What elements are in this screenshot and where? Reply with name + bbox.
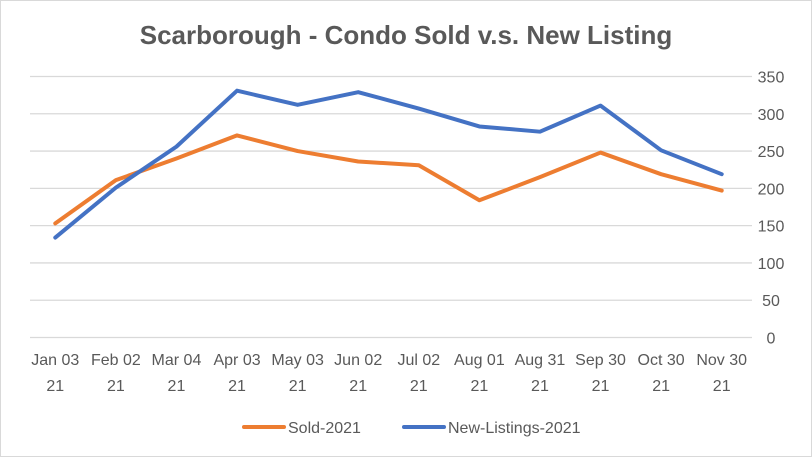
x-tick-label: 21 xyxy=(592,378,610,395)
y-tick-label: 150 xyxy=(758,219,785,236)
y-tick-label: 0 xyxy=(767,331,776,348)
x-tick-label: Feb 02 xyxy=(91,352,141,369)
series-lines xyxy=(55,91,722,238)
legend: Sold-2021 New-Listings-2021 xyxy=(244,420,581,437)
x-tick-label: Jul 02 xyxy=(397,352,440,369)
y-tick-label: 300 xyxy=(758,107,785,124)
y-tick-label: 250 xyxy=(758,144,785,161)
legend-label: New-Listings-2021 xyxy=(448,420,581,437)
y-tick-label: 350 xyxy=(758,70,785,87)
y-tick-label: 200 xyxy=(758,181,785,198)
x-tick-label: 21 xyxy=(289,378,307,395)
x-tick-label: Apr 03 xyxy=(213,352,260,369)
x-tick-label: May 03 xyxy=(271,352,324,369)
x-tick-label: 21 xyxy=(713,378,731,395)
x-tick-label: 21 xyxy=(46,378,64,395)
x-tick-label: Aug 31 xyxy=(515,352,566,369)
x-tick-label: Jan 03 xyxy=(31,352,79,369)
x-tick-label: Oct 30 xyxy=(638,352,685,369)
x-tick-label: Aug 01 xyxy=(454,352,505,369)
x-tick-label: 21 xyxy=(531,378,549,395)
x-tick-label: Jun 02 xyxy=(334,352,382,369)
x-tick-label: Mar 04 xyxy=(152,352,202,369)
y-axis-ticks: 0 50 100 150 200 250 300 350 xyxy=(758,70,785,348)
y-tick-label: 50 xyxy=(762,293,780,310)
gridlines xyxy=(30,77,752,338)
x-tick-label: 21 xyxy=(349,378,367,395)
x-axis-ticks: Jan 03 21 Feb 02 21 Mar 04 21 Apr 03 21 May 03 21… xyxy=(31,352,747,395)
x-tick-label: 21 xyxy=(107,378,125,395)
chart-title: Scarborough - Condo Sold v.s. New Listin… xyxy=(140,20,673,50)
x-tick-label: 21 xyxy=(652,378,670,395)
x-tick-label: 21 xyxy=(470,378,488,395)
x-tick-label: Sep 30 xyxy=(575,352,626,369)
x-tick-label: 21 xyxy=(168,378,186,395)
legend-label: Sold-2021 xyxy=(288,420,361,437)
x-tick-label: 21 xyxy=(228,378,246,395)
x-tick-label: 21 xyxy=(410,378,428,395)
x-tick-label: Nov 30 xyxy=(696,352,747,369)
y-tick-label: 100 xyxy=(758,256,785,273)
series-line-sold-2021 xyxy=(55,135,721,223)
